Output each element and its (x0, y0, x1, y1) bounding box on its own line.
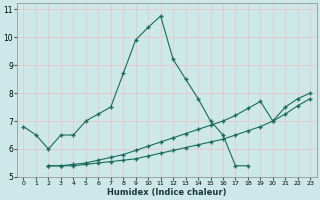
X-axis label: Humidex (Indice chaleur): Humidex (Indice chaleur) (107, 188, 227, 197)
